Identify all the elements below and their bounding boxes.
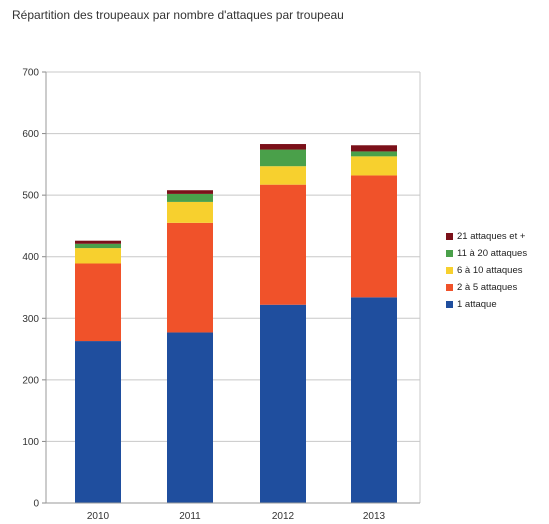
bar-segment (75, 341, 121, 503)
legend-swatch (446, 267, 453, 274)
y-tick-label: 200 (22, 375, 39, 386)
y-tick-label: 100 (22, 437, 39, 448)
legend-label: 1 attaque (457, 299, 497, 310)
legend-label: 2 à 5 attaques (457, 282, 518, 293)
bar-segment (167, 222, 213, 333)
bar-segment (167, 190, 213, 194)
y-tick-label: 300 (22, 314, 39, 325)
chart-legend: 21 attaques et + 11 à 20 attaques 6 à 10 a… (446, 228, 527, 313)
y-tick-label: 500 (22, 191, 39, 202)
bar-segment (75, 248, 121, 264)
bar-segment (260, 166, 306, 185)
bar-segment (260, 144, 306, 150)
bar-segment (351, 297, 397, 503)
legend-label: 6 à 10 attaques (457, 265, 523, 276)
legend-item: 6 à 10 attaques (446, 262, 527, 279)
legend-item: 11 à 20 attaques (446, 245, 527, 262)
x-tick-label: 2013 (363, 511, 386, 522)
y-tick-label: 400 (22, 252, 39, 263)
legend-item: 1 attaque (446, 296, 527, 313)
bar-segment (351, 145, 397, 152)
bar-segment (260, 149, 306, 167)
x-tick-label: 2012 (272, 511, 295, 522)
axes: 0 100 200 300 400 500 600 700 2010 2011 2012 2013 (22, 68, 421, 522)
legend-item: 21 attaques et + (446, 228, 527, 245)
bar-segment (351, 175, 397, 298)
legend-swatch (446, 301, 453, 308)
legend-swatch (446, 250, 453, 257)
y-tick-label: 600 (22, 129, 39, 140)
bar-segment (351, 156, 397, 176)
legend-item: 2 à 5 attaques (446, 279, 527, 296)
chart-title: Répartition des troupeaux par nombre d'a… (12, 8, 344, 22)
y-tick-label: 0 (33, 499, 39, 510)
legend-swatch (446, 284, 453, 291)
bar-stacks (75, 144, 397, 503)
bar-segment (167, 193, 213, 202)
legend-swatch (446, 233, 453, 240)
x-tick-label: 2011 (179, 511, 201, 522)
bar-segment (351, 151, 397, 157)
bar-segment (75, 263, 121, 342)
bar-segment (75, 240, 121, 244)
legend-label: 11 à 20 attaques (457, 248, 528, 259)
bar-segment (75, 243, 121, 249)
x-tick-label: 2010 (87, 511, 110, 522)
bar-segment (260, 184, 306, 305)
bar-segment (260, 304, 306, 503)
bar-segment (167, 201, 213, 223)
legend-label: 21 attaques et + (457, 231, 526, 242)
bar-segment (167, 332, 213, 503)
y-tick-label: 700 (22, 68, 39, 79)
